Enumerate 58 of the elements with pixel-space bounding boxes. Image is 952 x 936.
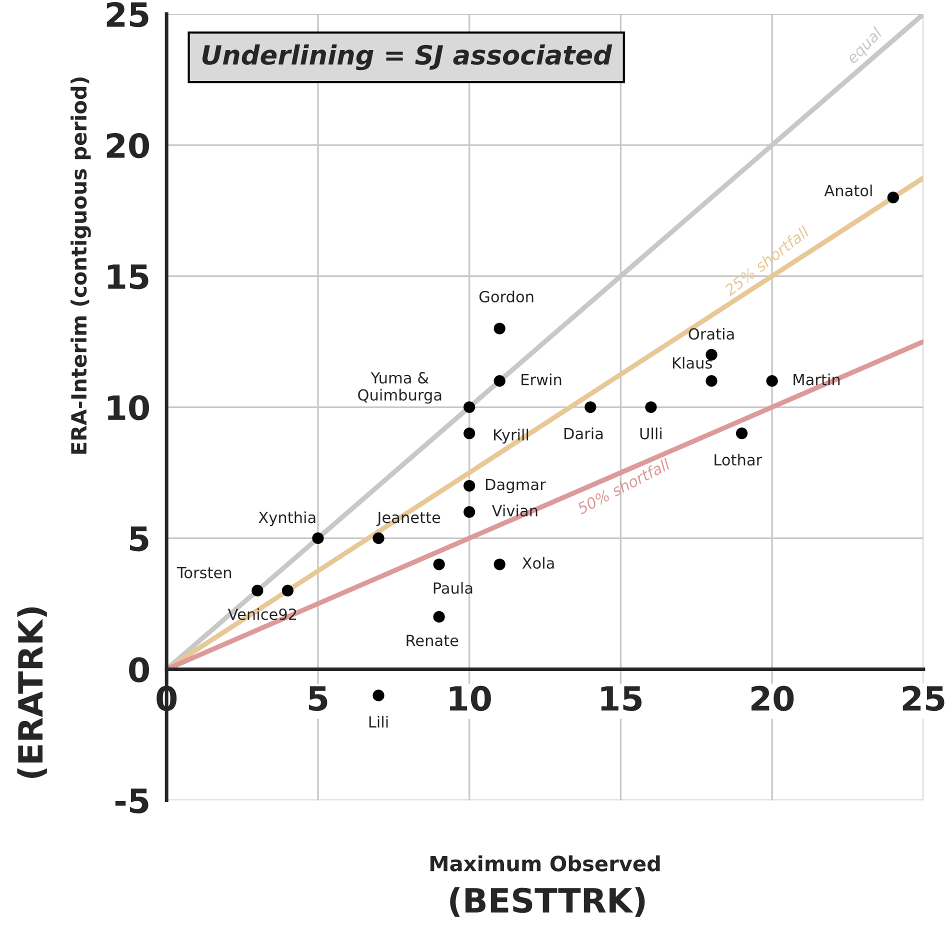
point <box>252 584 264 596</box>
y-tick-label: 25 <box>106 2 148 28</box>
x-tick-label: 20 <box>752 686 794 712</box>
annotation: Jeanette <box>376 512 440 526</box>
annotation: Venice92 <box>228 608 296 620</box>
y-axis-title: ERA-Interim (contiguous period) <box>70 77 91 454</box>
point <box>736 428 748 440</box>
annotation: Yuma & Quimburga <box>358 372 442 404</box>
annotation: Erwin <box>522 374 562 386</box>
annotation: Renate <box>406 634 458 646</box>
point <box>282 584 294 596</box>
annotation: Oratia <box>688 328 734 340</box>
y-tick-label: 5 <box>130 526 148 552</box>
x-tick-label: 5 <box>308 686 328 712</box>
x-tick-label: 10 <box>450 686 491 712</box>
point <box>464 506 476 518</box>
point <box>887 192 899 204</box>
point <box>312 532 324 544</box>
point <box>433 611 445 623</box>
annotation: Lothar <box>714 454 762 466</box>
text: (ERATRK) <box>17 607 47 778</box>
annotation: Xynthia <box>258 511 316 526</box>
annotation: Martin <box>794 374 840 386</box>
y-tick-label: -5 <box>115 788 148 814</box>
annotation: Vivian <box>492 504 538 516</box>
text: (BESTTRK) <box>450 887 645 917</box>
y-tick-label: 20 <box>106 133 150 158</box>
point <box>464 480 476 492</box>
point <box>645 401 657 413</box>
y-tick-label: 0 <box>129 657 150 682</box>
point <box>766 375 778 387</box>
annotation: Ulli <box>640 428 662 440</box>
y-tick-label: 10 <box>108 395 150 420</box>
point <box>464 428 476 440</box>
point <box>464 401 476 413</box>
annotation: Dagmar <box>486 478 546 494</box>
point <box>494 558 506 570</box>
annotation: Anatol <box>824 184 872 196</box>
point <box>494 322 506 334</box>
point <box>433 558 445 570</box>
point <box>372 690 384 702</box>
annotation: Kyrill <box>494 428 528 444</box>
annotation: Xola <box>522 557 554 569</box>
point <box>706 375 718 387</box>
point <box>584 401 596 413</box>
y-tick-label: 15 <box>108 264 148 290</box>
x-tick-label: 15 <box>601 686 642 712</box>
annotation: Klaus <box>672 356 712 369</box>
point <box>494 375 506 387</box>
point <box>372 532 384 544</box>
x-axis-title: Maximum Observed <box>430 855 660 872</box>
x-tick-label: 25 <box>902 686 944 712</box>
annotation: Paula <box>434 582 472 594</box>
annotation: Lili <box>369 716 388 728</box>
annotation: Gordon <box>479 290 534 302</box>
annotation: Daria <box>564 428 603 440</box>
annotation: Underlining = SJ associated <box>202 44 612 70</box>
annotation: Torsten <box>176 567 232 578</box>
